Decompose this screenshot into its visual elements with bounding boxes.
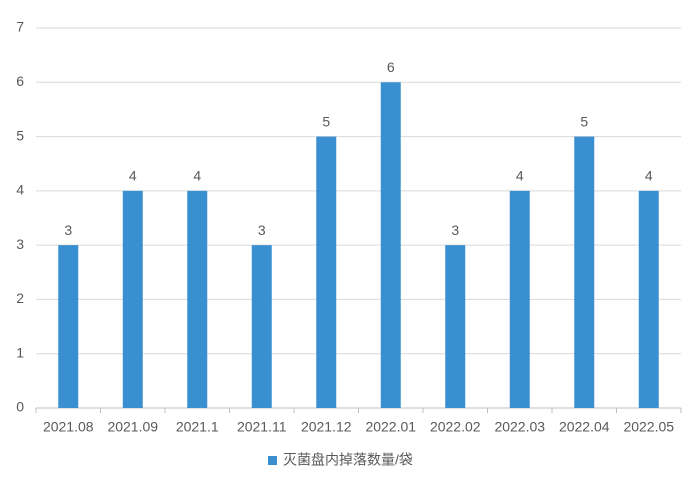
bar <box>509 190 530 408</box>
bar <box>251 245 272 408</box>
data-label: 4 <box>129 168 137 184</box>
data-label: 5 <box>322 113 330 129</box>
bar <box>122 190 143 408</box>
x-tick-label: 2022.04 <box>559 419 610 435</box>
x-tick-label: 2021.11 <box>237 419 287 435</box>
data-label: 6 <box>387 59 395 75</box>
legend-swatch <box>268 456 277 465</box>
data-label: 3 <box>64 222 72 238</box>
y-tick-label: 7 <box>16 19 24 35</box>
y-tick-label: 6 <box>16 73 24 89</box>
bar <box>638 190 659 408</box>
bar <box>445 245 466 408</box>
y-tick-label: 3 <box>16 236 24 252</box>
y-tick-label: 1 <box>16 344 24 360</box>
data-label: 3 <box>451 222 459 238</box>
bar <box>316 136 337 409</box>
x-tick-label: 2021.08 <box>43 419 94 435</box>
bar <box>380 82 401 409</box>
y-tick-label: 5 <box>16 127 24 143</box>
bar <box>58 245 79 408</box>
data-label: 5 <box>580 113 588 129</box>
x-tick-label: 2022.01 <box>365 419 416 435</box>
x-tick-label: 2022.03 <box>494 419 545 435</box>
bar <box>187 190 208 408</box>
x-tick-label: 2021.09 <box>107 419 158 435</box>
y-tick-label: 4 <box>16 182 24 198</box>
data-label: 4 <box>516 168 524 184</box>
x-tick-label: 2022.02 <box>430 419 481 435</box>
data-label: 3 <box>258 222 266 238</box>
legend-label: 灭菌盘内掉落数量/袋 <box>283 452 413 468</box>
bar <box>574 136 595 409</box>
data-label: 4 <box>193 168 201 184</box>
x-tick-label: 2021.12 <box>301 419 352 435</box>
y-tick-label: 2 <box>16 290 24 306</box>
x-tick-label: 2022.05 <box>623 419 674 435</box>
y-tick-label: 0 <box>16 399 24 415</box>
data-label: 4 <box>645 168 653 184</box>
x-tick-label: 2021.1 <box>176 419 219 435</box>
